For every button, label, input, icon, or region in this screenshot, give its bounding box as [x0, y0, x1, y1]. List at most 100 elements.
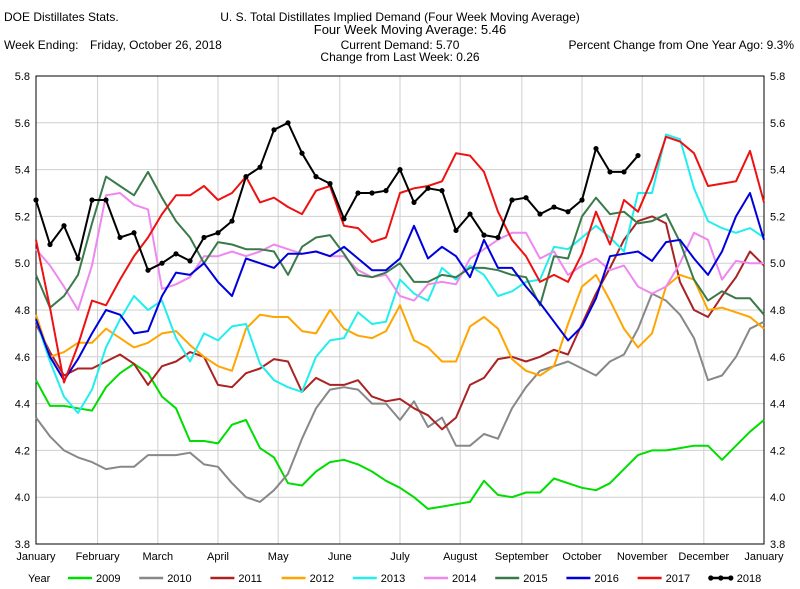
series-line-2013 — [35, 133, 765, 414]
series-point-2018 — [495, 234, 501, 241]
y-tick-label-left: 5.0 — [15, 258, 30, 270]
series-point-2018 — [103, 197, 109, 203]
y-tick-label-right: 4.4 — [770, 399, 785, 411]
y-tick-label-right: 5.8 — [770, 71, 785, 83]
legend-label-2016: 2016 — [594, 573, 618, 585]
y-tick-label-left: 3.8 — [15, 539, 30, 551]
chart-subtitle: Four Week Moving Average: 5.46 — [313, 22, 507, 37]
x-tick-label: January — [16, 551, 56, 563]
series-point-2018 — [397, 167, 403, 173]
legend-marker-2018 — [728, 575, 734, 581]
y-tick-label-right: 5.6 — [770, 118, 785, 130]
series-point-2018 — [635, 152, 641, 159]
y-tick-label-right: 4.2 — [770, 445, 785, 457]
x-tick-label: October — [562, 551, 601, 563]
x-tick-label: August — [443, 551, 477, 563]
y-tick-label-left: 4.8 — [15, 305, 30, 317]
legend-label-2010: 2010 — [167, 573, 191, 585]
y-tick-label-left: 4.0 — [15, 492, 30, 504]
series-point-2018 — [593, 145, 599, 152]
series-point-2018 — [89, 197, 95, 203]
series-point-2018 — [481, 232, 487, 238]
series-point-2018 — [61, 223, 67, 229]
x-tick-label: April — [207, 551, 229, 563]
series-line-2016 — [35, 192, 765, 382]
series-point-2018 — [271, 127, 277, 133]
y-tick-label-left: 4.4 — [15, 399, 30, 411]
week-ending-label: Week Ending: — [4, 38, 79, 52]
series-point-2018 — [229, 218, 235, 224]
series-line-2017 — [35, 135, 765, 384]
x-tick-label: November — [617, 551, 668, 563]
series-line-2011 — [35, 215, 765, 431]
legend-marker-2018 — [718, 575, 724, 581]
series-point-2018 — [299, 150, 305, 156]
series-line-2012 — [35, 273, 765, 377]
series-point-2018 — [383, 188, 389, 194]
plot-area — [35, 75, 765, 545]
series-point-2018 — [621, 169, 627, 175]
series-point-2018 — [75, 255, 81, 262]
series-point-2018 — [551, 204, 557, 210]
series-line-2009 — [35, 362, 765, 510]
series-line-2010 — [35, 292, 765, 503]
y-tick-label-right: 5.0 — [770, 258, 785, 270]
y-tick-label-right: 5.2 — [770, 211, 785, 223]
series-point-2018 — [523, 195, 529, 201]
series-line-2015 — [35, 170, 765, 316]
series-point-2018 — [355, 190, 361, 196]
y-tick-label-left: 5.8 — [15, 71, 30, 83]
x-tick-label: December — [678, 551, 729, 563]
series-line-2018 — [35, 121, 639, 272]
series-point-2018 — [117, 234, 123, 241]
legend-label-2014: 2014 — [452, 573, 476, 585]
legend-label-2013: 2013 — [381, 573, 405, 585]
series-point-2018 — [47, 241, 53, 248]
y-tick-label-left: 5.6 — [15, 118, 30, 130]
legend-label-2012: 2012 — [310, 573, 334, 585]
y-tick-label-left: 4.6 — [15, 352, 30, 364]
series-point-2018 — [33, 197, 39, 203]
x-tick-label: June — [328, 551, 352, 563]
x-tick-label: January — [744, 551, 784, 563]
series-point-2018 — [453, 227, 459, 234]
left-title: DOE Distillates Stats. — [4, 10, 119, 24]
y-tick-label-right: 5.4 — [770, 165, 785, 177]
percent-change: Percent Change from One Year Ago: 9.3% — [568, 38, 794, 52]
chart-title: U. S. Total Distillates Implied Demand (… — [220, 10, 580, 24]
legend-label-2017: 2017 — [666, 573, 690, 585]
y-tick-label-left: 5.4 — [15, 165, 30, 177]
current-demand: Current Demand: 5.70 — [340, 38, 460, 52]
legend-label-2011: 2011 — [238, 573, 262, 585]
y-tick-label-right: 4.8 — [770, 305, 785, 317]
series-point-2018 — [537, 211, 543, 217]
series-point-2018 — [565, 209, 571, 215]
y-tick-label-right: 4.0 — [770, 492, 785, 504]
y-tick-label-left: 4.2 — [15, 445, 30, 457]
y-tick-label-left: 5.2 — [15, 211, 30, 223]
x-tick-label: February — [76, 551, 121, 563]
series-point-2018 — [313, 174, 319, 180]
legend-label-2009: 2009 — [96, 573, 120, 585]
legend-title: Year — [28, 573, 51, 585]
series-point-2018 — [173, 251, 179, 257]
x-tick-label: March — [143, 551, 174, 563]
series-point-2018 — [411, 199, 417, 205]
series-point-2018 — [187, 258, 193, 264]
legend-marker-2018 — [708, 575, 714, 581]
series-point-2018 — [159, 260, 165, 266]
series-point-2018 — [201, 234, 207, 241]
x-tick-label: July — [390, 551, 410, 563]
y-tick-label-right: 4.6 — [770, 352, 785, 364]
week-ending-value: Friday, October 26, 2018 — [90, 38, 222, 52]
series-point-2018 — [341, 216, 347, 222]
series-point-2018 — [327, 181, 333, 187]
legend-label-2018: 2018 — [737, 573, 761, 585]
series-point-2018 — [131, 230, 137, 236]
series-line-2014 — [35, 192, 764, 311]
series-point-2018 — [145, 267, 151, 273]
series-point-2018 — [579, 197, 585, 203]
series-point-2018 — [369, 190, 375, 196]
series-point-2018 — [509, 197, 515, 203]
